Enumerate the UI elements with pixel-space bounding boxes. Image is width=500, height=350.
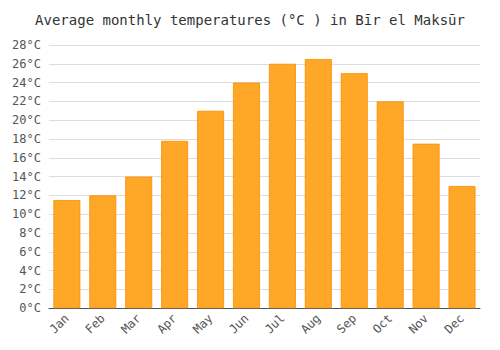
svg-text:Jan: Jan	[47, 311, 72, 336]
svg-text:Jul: Jul	[262, 311, 287, 336]
svg-text:6°C: 6°C	[19, 245, 41, 259]
svg-text:14°C: 14°C	[12, 170, 41, 184]
svg-text:26°C: 26°C	[12, 57, 41, 71]
svg-text:10°C: 10°C	[12, 207, 41, 221]
svg-text:Average monthly temperatures (: Average monthly temperatures (°C ) in Bī…	[35, 12, 465, 28]
svg-text:May: May	[190, 311, 215, 336]
svg-text:Jun: Jun	[226, 311, 251, 336]
svg-text:12°C: 12°C	[12, 188, 41, 202]
svg-text:2°C: 2°C	[19, 282, 41, 296]
svg-text:0°C: 0°C	[19, 301, 41, 315]
svg-text:Oct: Oct	[370, 311, 395, 336]
svg-text:Feb: Feb	[83, 311, 108, 336]
svg-text:Mar: Mar	[118, 311, 143, 336]
svg-text:20°C: 20°C	[12, 113, 41, 127]
svg-text:Apr: Apr	[154, 311, 179, 336]
svg-text:18°C: 18°C	[12, 132, 41, 146]
svg-text:22°C: 22°C	[12, 94, 41, 108]
svg-text:Sep: Sep	[334, 311, 359, 336]
svg-text:Dec: Dec	[442, 311, 467, 336]
svg-text:Nov: Nov	[406, 311, 431, 336]
svg-text:24°C: 24°C	[12, 76, 41, 90]
svg-text:16°C: 16°C	[12, 151, 41, 165]
svg-text:4°C: 4°C	[19, 264, 41, 278]
svg-text:28°C: 28°C	[12, 38, 41, 52]
svg-text:Aug: Aug	[298, 311, 323, 336]
svg-text:8°C: 8°C	[19, 226, 41, 240]
